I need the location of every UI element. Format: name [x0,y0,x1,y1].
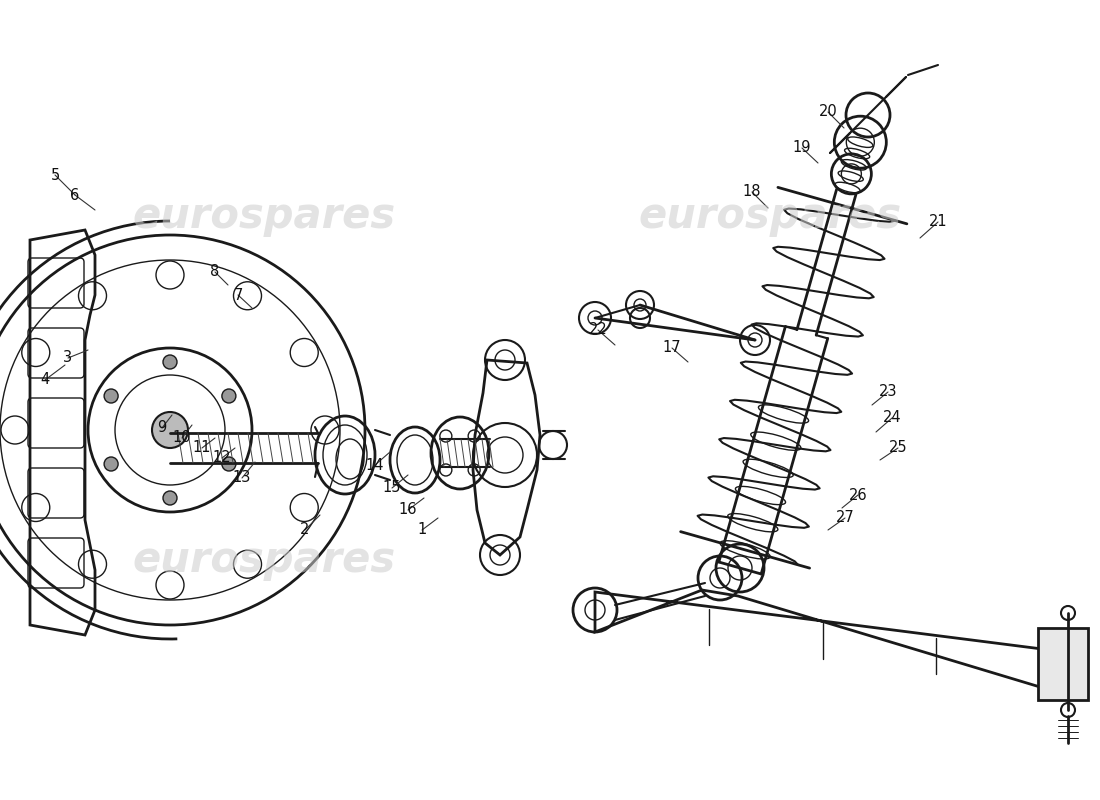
Text: 25: 25 [889,441,908,455]
Text: 15: 15 [383,481,402,495]
Circle shape [163,491,177,505]
Text: 18: 18 [742,185,761,199]
Text: 13: 13 [233,470,251,486]
Circle shape [104,389,118,403]
Text: 11: 11 [192,441,211,455]
Text: 21: 21 [928,214,947,230]
Text: 27: 27 [836,510,855,526]
Text: 19: 19 [793,141,812,155]
FancyBboxPatch shape [1038,628,1088,700]
Text: 5: 5 [51,167,59,182]
Text: eurospares: eurospares [638,195,902,237]
Text: 1: 1 [417,522,427,538]
Text: 17: 17 [662,341,681,355]
Text: 24: 24 [882,410,901,426]
Text: 8: 8 [210,265,220,279]
Text: 23: 23 [879,385,898,399]
Text: 10: 10 [173,430,191,446]
Circle shape [152,412,188,448]
Text: 26: 26 [849,487,867,502]
Text: 7: 7 [233,287,243,302]
Text: 12: 12 [212,450,231,466]
Text: 2: 2 [300,522,310,538]
Text: 14: 14 [365,458,384,473]
Text: 4: 4 [41,373,50,387]
Circle shape [222,389,235,403]
Circle shape [222,457,235,471]
Text: 9: 9 [157,421,166,435]
Text: 6: 6 [70,187,79,202]
Text: 16: 16 [398,502,417,518]
Text: eurospares: eurospares [132,539,396,581]
Text: 22: 22 [588,322,607,338]
Circle shape [163,355,177,369]
Text: eurospares: eurospares [132,195,396,237]
Circle shape [104,457,118,471]
Text: 3: 3 [64,350,73,366]
Text: 20: 20 [818,105,837,119]
